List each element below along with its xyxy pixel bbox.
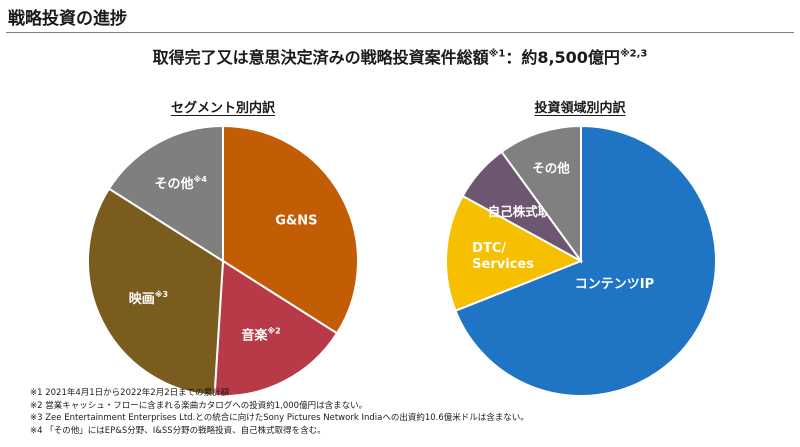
segment-label-slice-1: 音楽※2 — [241, 325, 280, 343]
area-slice-ip — [454, 124, 717, 397]
headline-footnote-mark-2: ※2,3 — [619, 48, 648, 60]
slide-title: 戦略投資の進捗 — [8, 9, 127, 29]
footnote-4: ※4 「その他」にはEP&S分野、I&SS分野の戦略投資、自己株式取得を含む。 — [30, 425, 326, 436]
segment-slice-slice-1 — [213, 259, 339, 397]
investment-area-breakdown-heading: 投資領域別内訳 — [534, 101, 626, 116]
headline-text: 取得完了又は意思決定済みの戦略投資案件総額 — [152, 48, 489, 67]
title-divider — [6, 32, 794, 33]
footnote-2: ※2 営業キャッシュ・フローに含まれる楽曲カタログへの投資約1,000億円は含ま… — [30, 400, 368, 411]
segment-label-g-ns: G&NS — [275, 213, 317, 228]
area-label-slice-3: その他 — [532, 160, 570, 175]
segment-label-slice-2: 映画※3 — [129, 288, 168, 306]
segment-breakdown-heading: セグメント別内訳 — [170, 101, 276, 116]
headline: 取得完了又は意思決定済みの戦略投資案件総額※1：約8,500億円※2,3 — [0, 44, 800, 68]
segment-label-slice-3: その他※4 — [155, 174, 208, 192]
segment-slice-slice-3 — [107, 124, 224, 263]
area-label-ip: コンテンツIP — [575, 276, 654, 291]
footnote-1: ※1 2021年4月1日から2022年2月2日までの累計額 — [30, 388, 230, 398]
headline-footnote-mark-1: ※1 — [488, 48, 506, 60]
headline-amount: ：約8,500億円 — [505, 48, 620, 67]
area-label-dtc-services: DTC/Services — [472, 240, 534, 271]
footnotes: ※1 2021年4月1日から2022年2月2日までの累計額 ※2 営業キャッシュ… — [30, 387, 529, 437]
footnote-3: ※3 Zee Entertainment Enterprises Ltd.との統… — [30, 413, 529, 423]
area-slice-slice-3 — [500, 124, 582, 265]
segment-pie-chart: G&NS 音楽※2 映画※3 その他※4 — [87, 124, 359, 397]
area-slice-dtc-services — [445, 194, 584, 312]
